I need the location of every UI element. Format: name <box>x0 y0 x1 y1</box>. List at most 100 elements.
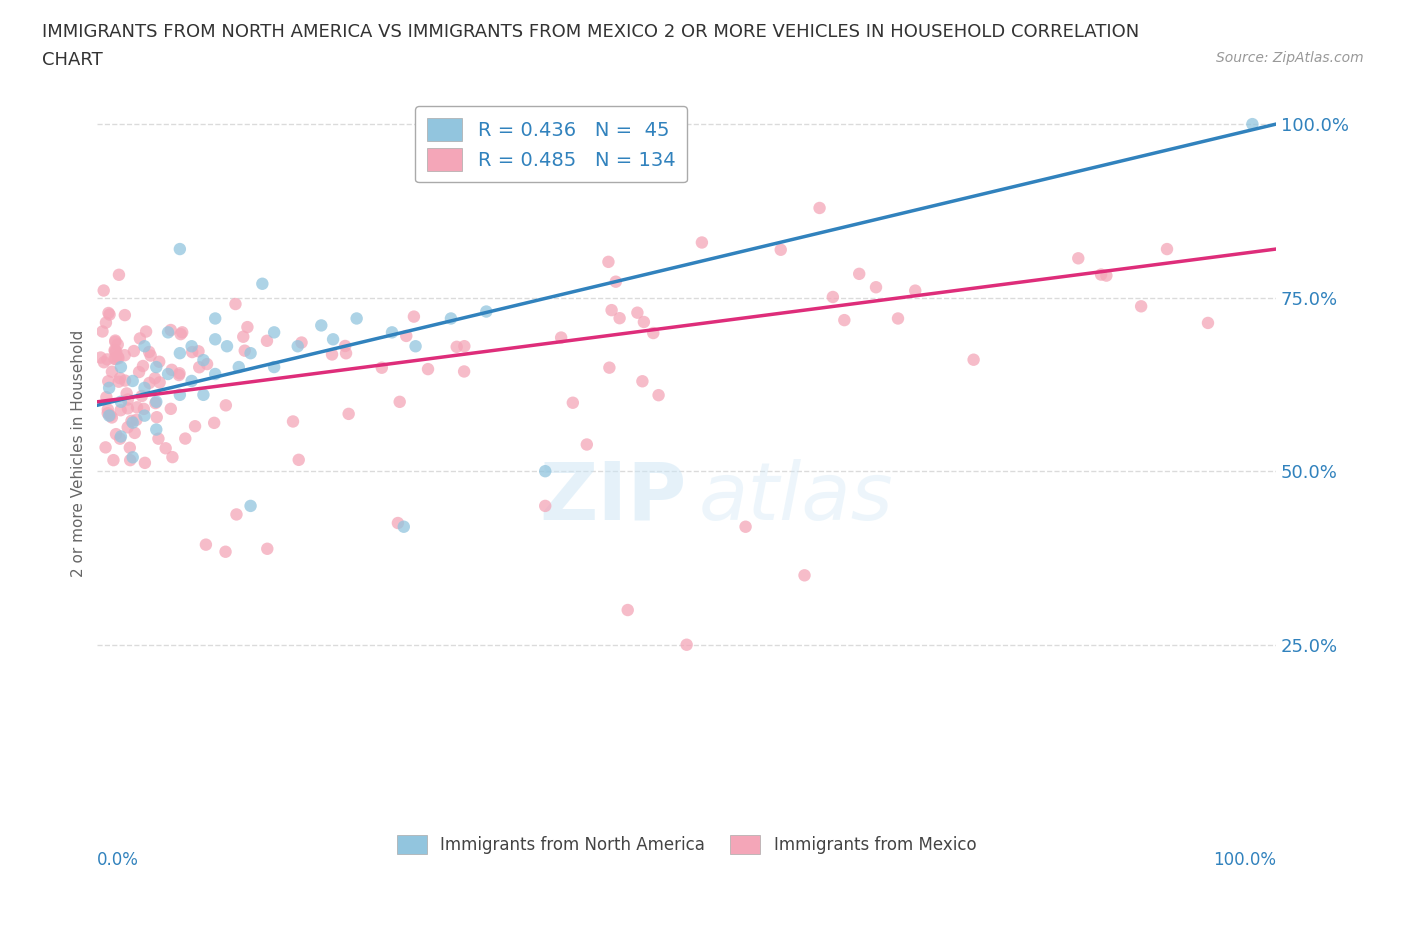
Point <box>865 280 887 295</box>
Point <box>139 348 162 363</box>
Point <box>381 325 404 339</box>
Point <box>263 325 285 339</box>
Point <box>110 394 132 409</box>
Point <box>131 389 153 404</box>
Point <box>290 335 312 350</box>
Point <box>145 395 167 410</box>
Point <box>187 344 209 359</box>
Point <box>848 266 870 281</box>
Point <box>107 351 129 365</box>
Point <box>138 376 160 391</box>
Point <box>600 302 623 317</box>
Point <box>96 390 118 405</box>
Point <box>333 339 356 353</box>
Point <box>387 515 409 530</box>
Point <box>215 398 238 413</box>
Point <box>138 344 160 359</box>
Point <box>125 400 148 415</box>
Point <box>534 464 557 479</box>
Text: 100.0%: 100.0% <box>1213 851 1277 869</box>
Point <box>1067 251 1090 266</box>
Point <box>224 297 246 312</box>
Point <box>616 603 638 618</box>
Point <box>148 432 170 446</box>
Point <box>94 315 117 330</box>
Point <box>120 453 142 468</box>
Point <box>134 339 156 353</box>
Point <box>256 333 278 348</box>
Point <box>148 354 170 369</box>
Point <box>188 360 211 375</box>
Point <box>93 283 115 298</box>
Point <box>446 339 468 354</box>
Point <box>128 365 150 379</box>
Point <box>90 350 112 365</box>
Point <box>117 419 139 434</box>
Point <box>252 276 274 291</box>
Point <box>114 373 136 388</box>
Text: atlas: atlas <box>699 458 893 537</box>
Point <box>194 538 217 552</box>
Point <box>510 166 533 180</box>
Point <box>122 343 145 358</box>
Point <box>1156 242 1178 257</box>
Text: CHART: CHART <box>42 51 103 69</box>
Point <box>239 498 262 513</box>
Point <box>1090 267 1112 282</box>
Point <box>561 395 583 410</box>
Point <box>181 345 204 360</box>
Point <box>170 326 193 341</box>
Point <box>134 456 156 471</box>
Point <box>395 328 418 343</box>
Point <box>101 410 124 425</box>
Point <box>453 339 475 353</box>
Point <box>605 274 627 289</box>
Point <box>107 374 129 389</box>
Point <box>125 412 148 427</box>
Point <box>392 519 415 534</box>
Point <box>416 362 439 377</box>
Point <box>97 402 120 417</box>
Point <box>598 255 620 270</box>
Point <box>115 386 138 401</box>
Point <box>180 374 202 389</box>
Point <box>96 352 118 366</box>
Point <box>134 408 156 423</box>
Point <box>643 326 665 340</box>
Point <box>135 324 157 339</box>
Point <box>193 388 215 403</box>
Point <box>1095 268 1118 283</box>
Point <box>98 380 121 395</box>
Point <box>97 374 120 389</box>
Point <box>204 366 226 381</box>
Point <box>626 305 648 320</box>
Point <box>117 392 139 407</box>
Point <box>159 323 181 338</box>
Point <box>195 356 218 371</box>
Point <box>233 343 256 358</box>
Point <box>110 360 132 375</box>
Point <box>440 311 463 325</box>
Point <box>121 374 143 389</box>
Legend: Immigrants from North America, Immigrants from Mexico: Immigrants from North America, Immigrant… <box>391 829 983 861</box>
Point <box>1197 315 1219 330</box>
Point <box>453 364 475 379</box>
Point <box>108 371 131 386</box>
Point <box>100 408 122 423</box>
Point <box>107 350 129 365</box>
Point <box>402 309 425 324</box>
Point <box>134 380 156 395</box>
Point <box>121 450 143 465</box>
Point <box>160 363 183 378</box>
Point <box>104 352 127 366</box>
Point <box>388 394 411 409</box>
Point <box>124 425 146 440</box>
Point <box>236 320 259 335</box>
Point <box>808 201 831 216</box>
Point <box>97 405 120 420</box>
Point <box>287 452 309 467</box>
Point <box>1130 299 1153 313</box>
Point <box>132 359 155 374</box>
Point <box>169 346 191 361</box>
Point <box>121 415 143 430</box>
